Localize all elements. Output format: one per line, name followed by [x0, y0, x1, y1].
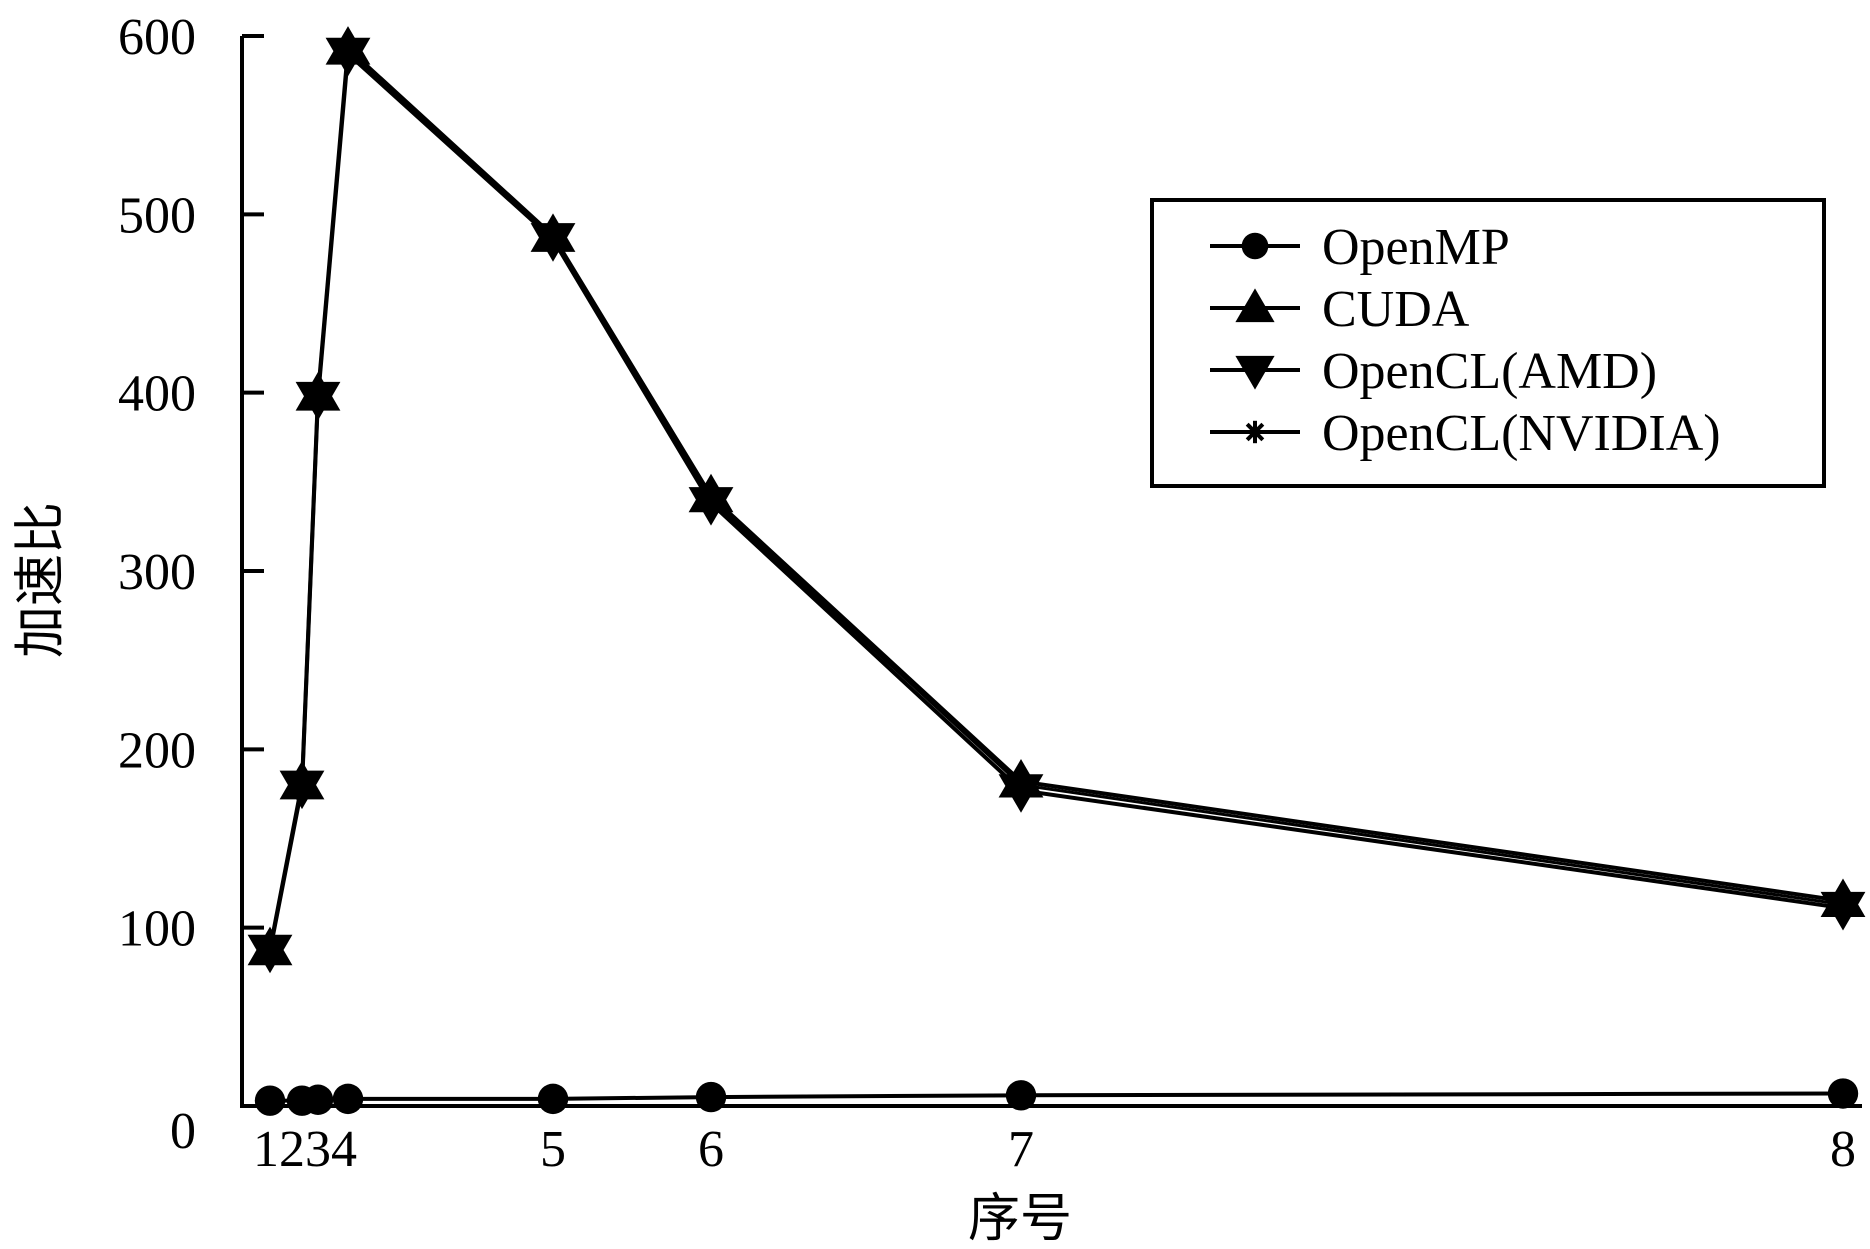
x-tick-label: 2: [279, 1121, 305, 1178]
data-point-opencl-nvidia: [1008, 772, 1034, 798]
data-point-opencl-nvidia: [698, 486, 724, 513]
ticks-layer: 0 100 200 300 400 500 600 1 2 3 4 5 6 7 8: [118, 9, 1856, 1178]
legend-marker-opencl-amd: [1235, 355, 1275, 390]
x-tick-label: 8: [1830, 1121, 1856, 1178]
data-point-openmp: [1827, 1078, 1859, 1109]
legend-label-openmp: OpenMP: [1322, 219, 1510, 276]
data-point-openmp: [537, 1083, 569, 1115]
y-tick-label: 500: [118, 187, 196, 244]
y-axis-title: 加速比: [11, 502, 71, 658]
legend-label-opencl-nvidia: OpenCL(NVIDIA): [1322, 405, 1721, 462]
x-tick-label: 3: [305, 1121, 331, 1178]
y-tick-label: 100: [118, 901, 196, 958]
y-tick-label: 200: [118, 722, 196, 779]
data-point-opencl-nvidia: [257, 936, 283, 962]
y-tick-label: 300: [118, 544, 196, 601]
data-point-opencl-nvidia: [540, 224, 566, 251]
legend-marker-cuda: [1235, 288, 1275, 323]
series-layer: [268, 44, 1844, 1103]
series-line-opencl-amd: [268, 49, 1844, 952]
markers-layer: [247, 26, 1866, 1116]
legend-marker-openmp: [1241, 232, 1269, 260]
data-point-openmp: [695, 1081, 727, 1113]
series-line-cuda: [268, 44, 1844, 950]
data-point-openmp: [254, 1085, 286, 1116]
x-tick-label: 4: [331, 1121, 357, 1178]
series-line-openmp: [270, 1091, 1844, 1103]
data-point-openmp: [302, 1084, 334, 1115]
legend-label-cuda: CUDA: [1322, 281, 1470, 338]
data-point-opencl-nvidia: [1830, 891, 1856, 918]
data-point-openmp: [332, 1083, 364, 1115]
x-axis-title: 序号: [968, 1189, 1072, 1249]
data-point-opencl-nvidia: [335, 37, 361, 64]
x-tick-label: 5: [540, 1121, 566, 1178]
data-point-opencl-nvidia: [289, 772, 315, 798]
x-tick-label: 7: [1008, 1121, 1034, 1178]
data-point-opencl-nvidia: [305, 383, 331, 410]
data-point-openmp: [1005, 1080, 1037, 1111]
legend-marker-opencl-nvidia: [1243, 420, 1267, 444]
x-tick-label: 6: [698, 1121, 724, 1178]
y-tick-label: 600: [118, 9, 196, 66]
legend-label-opencl-amd: OpenCL(AMD): [1322, 343, 1657, 400]
y-tick-label: 0: [170, 1103, 196, 1160]
y-tick-label: 400: [118, 366, 196, 423]
axes-layer: [240, 36, 1862, 1108]
x-tick-label: 1: [253, 1121, 279, 1178]
series-line-opencl-nvidia: [268, 47, 1844, 950]
